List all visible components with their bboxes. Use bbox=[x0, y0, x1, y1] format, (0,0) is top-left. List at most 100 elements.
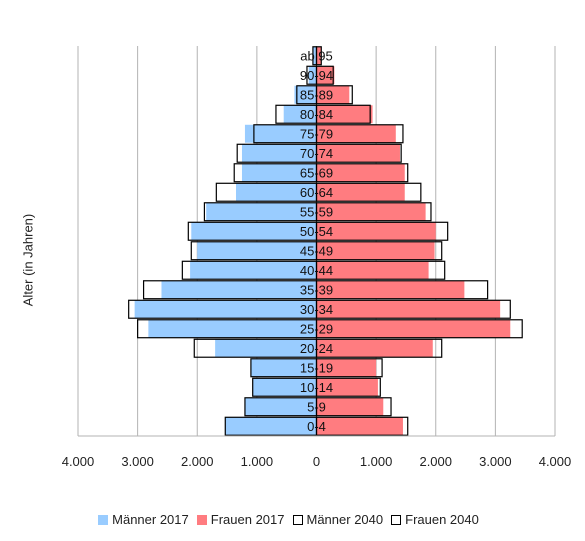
age-group-label: 50-54 bbox=[300, 224, 333, 239]
female-2017-bar bbox=[316, 300, 501, 319]
male-2017-bar bbox=[308, 66, 317, 85]
male-2017-bar bbox=[191, 222, 317, 241]
female-2040-bar bbox=[315, 416, 409, 436]
female-2017-bar bbox=[316, 280, 465, 299]
age-group-label: 35-39 bbox=[300, 282, 333, 297]
female-2017-bar bbox=[316, 261, 429, 280]
age-group-label: 10-14 bbox=[300, 380, 333, 395]
age-group-label: 85-89 bbox=[300, 87, 333, 102]
legend-label: Frauen 2017 bbox=[210, 512, 285, 527]
female-2017-bar bbox=[316, 46, 322, 65]
legend-swatch bbox=[292, 514, 303, 525]
male-2017-bar bbox=[134, 300, 317, 319]
male-2017-bar bbox=[241, 163, 317, 182]
female-2040-bar bbox=[315, 65, 334, 85]
age-group-label: 30-34 bbox=[300, 302, 333, 317]
legend-item: Männer 2017 bbox=[98, 512, 189, 527]
female-2040-bar bbox=[315, 260, 446, 280]
female-2040-bar bbox=[315, 124, 404, 144]
female-2040-bar bbox=[315, 299, 511, 319]
female-2040-bar bbox=[315, 377, 381, 397]
female-2017-bar bbox=[316, 144, 400, 163]
age-group-label: ab 95 bbox=[300, 48, 333, 63]
age-group-label: 90-94 bbox=[300, 68, 333, 83]
axes: 4.000 3.000 2.000 1.000 0 1.000 2.000 3.000 4.00… bbox=[62, 435, 572, 469]
female-2017-bar bbox=[316, 241, 435, 260]
female-2017-bar bbox=[316, 339, 433, 358]
female-2040-bar bbox=[315, 241, 443, 261]
x-tick-label: 4.000 bbox=[62, 454, 95, 469]
female-2017-bar bbox=[316, 85, 350, 104]
x-tick-label: 3.000 bbox=[121, 454, 154, 469]
age-group-label: 60-64 bbox=[300, 185, 333, 200]
age-group-label: 75-79 bbox=[300, 126, 333, 141]
x-tick-label: 0 bbox=[313, 454, 320, 469]
legend-label: Frauen 2040 bbox=[405, 512, 479, 527]
female-2040-bar bbox=[315, 143, 402, 163]
legend-swatch bbox=[391, 514, 402, 525]
legend-label: Männer 2040 bbox=[306, 512, 384, 527]
x-tick-label: 4.000 bbox=[539, 454, 572, 469]
male-2017-bar bbox=[244, 124, 317, 143]
y-axis-title-text: Alter (in Jahren) bbox=[20, 213, 36, 307]
female-2040-bar bbox=[315, 397, 392, 417]
age-group-label: 70-74 bbox=[300, 146, 333, 161]
female-2040-bar bbox=[315, 319, 523, 339]
male-2017-bar bbox=[244, 397, 317, 416]
female-2017-bar bbox=[316, 66, 335, 85]
age-group-label: 45-49 bbox=[300, 243, 333, 258]
age-group-label: 15-19 bbox=[300, 360, 333, 375]
female-2040-bar bbox=[315, 280, 489, 300]
male-2017-bar bbox=[241, 144, 317, 163]
age-group-label: 55-59 bbox=[300, 204, 333, 219]
male-2017-bar bbox=[197, 241, 317, 260]
male-2017-bar bbox=[250, 358, 317, 377]
female-2040-bar bbox=[315, 163, 409, 183]
male-2017-bar bbox=[283, 105, 317, 124]
male-2017-bar bbox=[190, 261, 317, 280]
female-2040-bar bbox=[315, 221, 449, 241]
legend-item: Frauen 2017 bbox=[196, 512, 285, 527]
male-2017-bar bbox=[206, 202, 317, 221]
male-2017-bar bbox=[313, 46, 317, 65]
male-2017-bar bbox=[215, 339, 317, 358]
age-group-label: 65-69 bbox=[300, 165, 333, 180]
female-2017-bar bbox=[316, 222, 436, 241]
female-2040-bar bbox=[315, 85, 353, 105]
male-2017-bar bbox=[225, 417, 317, 436]
female-2017-bar bbox=[316, 319, 511, 338]
x-tick-label: 1.000 bbox=[360, 454, 393, 469]
age-group-label: 0-4 bbox=[307, 419, 326, 434]
legend-swatch bbox=[98, 514, 109, 525]
male-2017-bar bbox=[294, 85, 317, 104]
female-2017-bar bbox=[316, 358, 377, 377]
female-2040-bar bbox=[315, 338, 443, 358]
female-2040-bar bbox=[315, 202, 432, 222]
age-group-label: 25-29 bbox=[300, 321, 333, 336]
female-2017-bar bbox=[316, 397, 384, 416]
age-group-label: 40-44 bbox=[300, 263, 333, 278]
female-2040-bar bbox=[315, 104, 371, 124]
legend-swatch bbox=[196, 514, 207, 525]
male-2017-bar bbox=[236, 183, 317, 202]
male-2017-bar bbox=[161, 280, 317, 299]
female-2040-bar bbox=[315, 358, 383, 378]
x-tick-label: 2.000 bbox=[419, 454, 452, 469]
grid-lines bbox=[77, 46, 556, 436]
age-group-label: 20-24 bbox=[300, 341, 333, 356]
legend-item: Männer 2040 bbox=[292, 512, 384, 527]
age-group-label: 5-9 bbox=[307, 399, 326, 414]
female-2040-bar bbox=[315, 182, 422, 202]
x-tick-label: 2.000 bbox=[181, 454, 214, 469]
male-2017-bar bbox=[252, 378, 317, 397]
female-2040-bar bbox=[315, 46, 322, 66]
age-group-label: 80-84 bbox=[300, 107, 333, 122]
legend: Männer 2017 Frauen 2017 Männer 2040 Frauen … bbox=[0, 512, 585, 527]
female-2017-bar bbox=[316, 183, 405, 202]
female-2017-bar bbox=[316, 417, 403, 436]
legend-label: Männer 2017 bbox=[112, 512, 189, 527]
male-2017-bar bbox=[148, 319, 317, 338]
bars bbox=[128, 46, 523, 436]
category-labels: 0-4 5-9 10-14 15-19 20-24 25-29 30-34 35-39 40-4… bbox=[300, 48, 333, 434]
